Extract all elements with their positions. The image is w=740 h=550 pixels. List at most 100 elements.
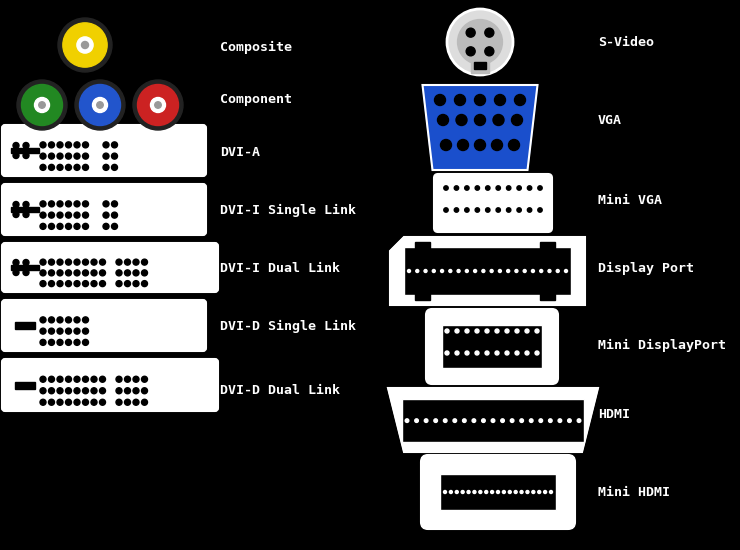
Text: HDMI: HDMI — [598, 409, 630, 421]
Circle shape — [66, 317, 72, 323]
Circle shape — [112, 212, 118, 218]
Circle shape — [49, 328, 55, 334]
Circle shape — [556, 270, 559, 272]
Circle shape — [485, 208, 490, 212]
Circle shape — [82, 212, 89, 218]
Circle shape — [74, 317, 80, 323]
Circle shape — [505, 329, 509, 333]
Circle shape — [82, 164, 89, 170]
Circle shape — [66, 376, 72, 382]
Circle shape — [116, 259, 122, 265]
Circle shape — [440, 140, 451, 151]
Circle shape — [523, 270, 526, 272]
Circle shape — [40, 280, 46, 287]
Circle shape — [49, 376, 55, 382]
Circle shape — [66, 223, 72, 229]
Circle shape — [116, 376, 122, 382]
Circle shape — [502, 491, 505, 493]
Circle shape — [467, 491, 470, 493]
Circle shape — [465, 208, 469, 212]
Circle shape — [491, 491, 494, 493]
Circle shape — [74, 259, 80, 265]
Circle shape — [49, 317, 55, 323]
Circle shape — [514, 491, 517, 493]
Circle shape — [457, 20, 502, 64]
Circle shape — [112, 142, 118, 148]
Circle shape — [74, 388, 80, 394]
Circle shape — [444, 186, 448, 190]
Text: DVI-D Dual Link: DVI-D Dual Link — [220, 383, 340, 397]
Bar — [15, 322, 35, 329]
Circle shape — [13, 212, 19, 217]
Circle shape — [497, 491, 500, 493]
Circle shape — [508, 491, 511, 493]
Circle shape — [462, 419, 466, 422]
Circle shape — [457, 270, 460, 272]
Circle shape — [23, 270, 29, 276]
Circle shape — [82, 388, 89, 394]
Circle shape — [40, 317, 46, 323]
Circle shape — [49, 399, 55, 405]
Circle shape — [124, 388, 130, 394]
Polygon shape — [390, 237, 585, 305]
Circle shape — [507, 270, 510, 272]
Circle shape — [74, 201, 80, 207]
Circle shape — [141, 376, 147, 382]
Circle shape — [82, 223, 89, 229]
Circle shape — [475, 351, 479, 355]
Circle shape — [538, 491, 541, 493]
Circle shape — [515, 270, 518, 272]
Circle shape — [66, 388, 72, 394]
Circle shape — [57, 201, 63, 207]
Circle shape — [74, 164, 80, 170]
Circle shape — [74, 339, 80, 345]
Circle shape — [74, 212, 80, 218]
Circle shape — [63, 23, 107, 67]
Circle shape — [81, 41, 89, 48]
Circle shape — [82, 259, 89, 265]
Circle shape — [568, 419, 571, 422]
Circle shape — [103, 212, 109, 218]
Circle shape — [49, 164, 55, 170]
Circle shape — [40, 376, 46, 382]
Circle shape — [13, 201, 19, 207]
Circle shape — [66, 201, 72, 207]
Circle shape — [79, 85, 121, 125]
Circle shape — [82, 399, 89, 405]
Bar — [440, 474, 556, 510]
Circle shape — [514, 95, 525, 106]
Bar — [402, 399, 584, 442]
Circle shape — [150, 97, 166, 113]
Circle shape — [82, 339, 89, 345]
Circle shape — [511, 114, 522, 125]
Circle shape — [475, 329, 479, 333]
Bar — [474, 62, 486, 69]
Circle shape — [455, 491, 458, 493]
Circle shape — [99, 259, 106, 265]
Circle shape — [91, 376, 97, 382]
Circle shape — [82, 317, 89, 323]
Circle shape — [49, 212, 55, 218]
Circle shape — [525, 351, 529, 355]
Circle shape — [491, 140, 502, 151]
Circle shape — [447, 9, 513, 75]
Circle shape — [66, 212, 72, 218]
Circle shape — [456, 114, 467, 125]
Circle shape — [444, 208, 448, 212]
Text: S-Video: S-Video — [598, 36, 654, 48]
Circle shape — [544, 491, 547, 493]
Circle shape — [74, 399, 80, 405]
Circle shape — [116, 388, 122, 394]
FancyBboxPatch shape — [2, 300, 206, 351]
Circle shape — [550, 491, 553, 493]
Circle shape — [482, 419, 485, 422]
Circle shape — [57, 317, 63, 323]
Circle shape — [74, 270, 80, 276]
Circle shape — [424, 419, 428, 422]
Circle shape — [49, 270, 55, 276]
Circle shape — [443, 491, 446, 493]
Circle shape — [49, 223, 55, 229]
Circle shape — [116, 280, 122, 287]
Circle shape — [548, 419, 552, 422]
Circle shape — [66, 259, 72, 265]
